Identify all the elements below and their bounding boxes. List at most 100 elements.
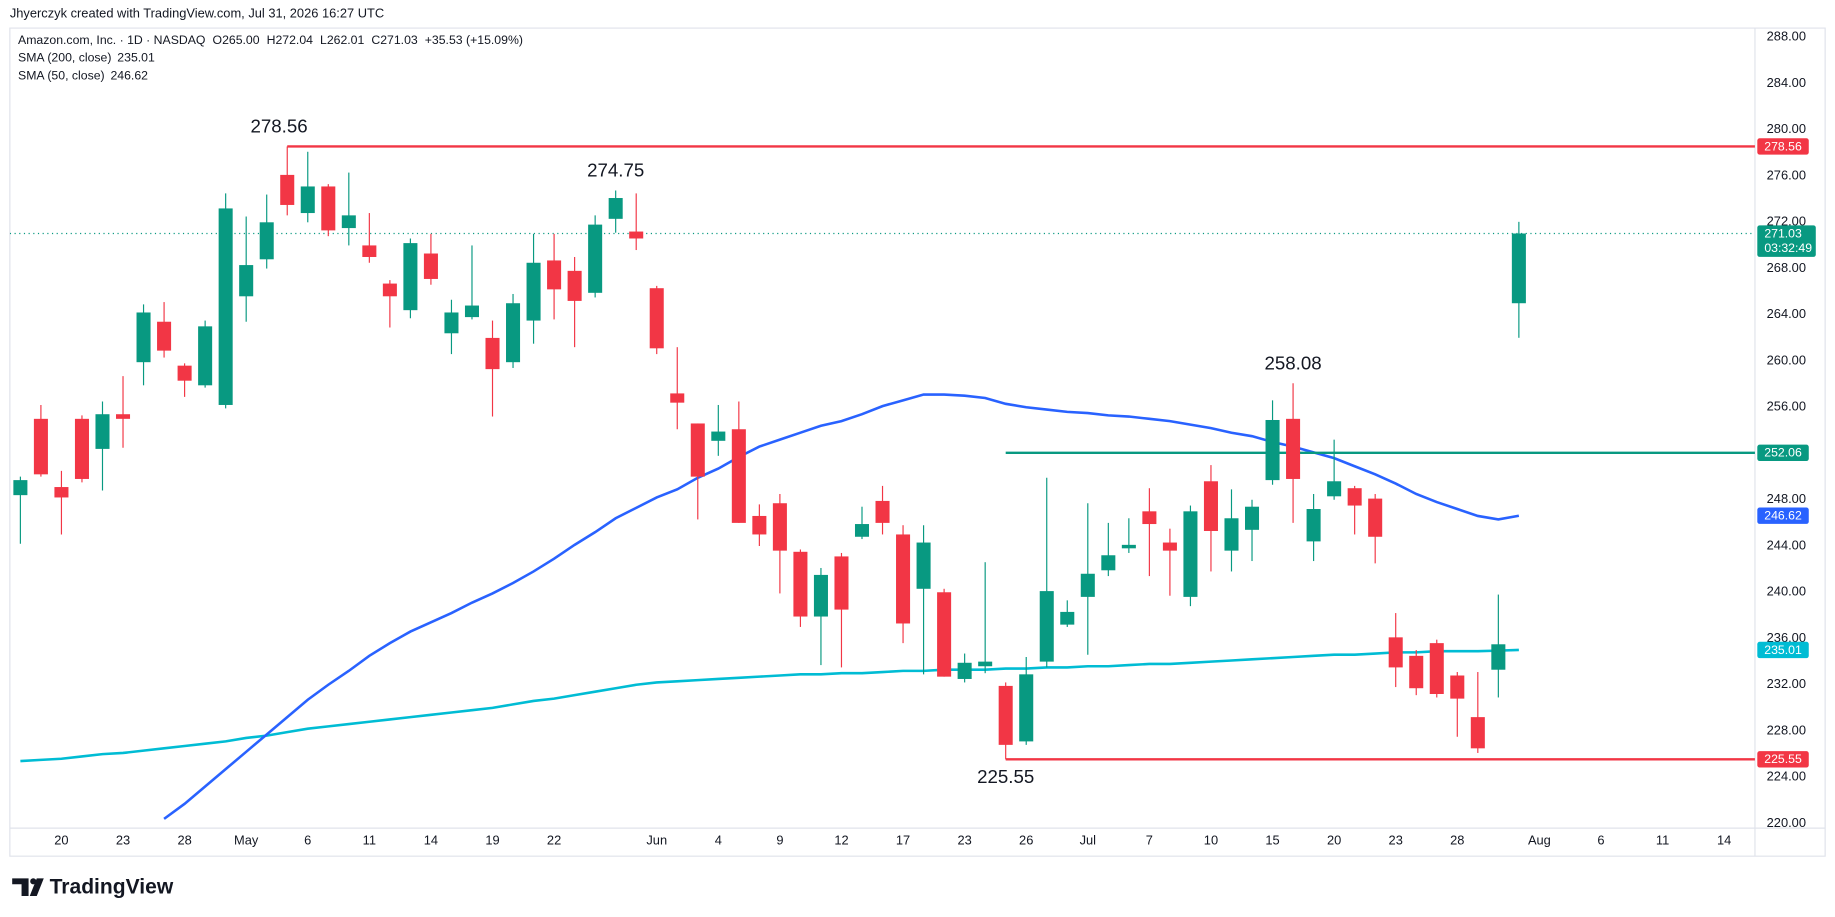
level-tag — [1757, 444, 1809, 462]
candle-body — [690, 423, 705, 477]
level-tag-text: 252.06 — [1764, 446, 1802, 460]
credit: Jhyerczyk created with TradingView.com, … — [10, 5, 384, 20]
candle-body — [403, 243, 418, 311]
x-tick-label: 7 — [1146, 832, 1153, 847]
legend-ohlc-value: 262.01 — [327, 33, 365, 47]
candle-body — [300, 186, 315, 214]
candle-body — [1060, 611, 1075, 625]
candle-body — [485, 337, 500, 370]
candle-body — [464, 305, 480, 318]
y-tick-label: 288.00 — [1767, 29, 1806, 44]
peak-label: 274.75 — [587, 160, 644, 181]
candle-body — [649, 288, 664, 349]
y-tick-label: 224.00 — [1767, 769, 1806, 784]
tradingview-logo — [12, 878, 44, 896]
y-tick-label: 256.00 — [1767, 399, 1806, 414]
x-tick-label: 14 — [424, 832, 438, 847]
y-tick-label: 228.00 — [1767, 722, 1806, 737]
x-tick-label: 23 — [1389, 832, 1403, 847]
legend-symbol: Amazon.com, Inc. · 1D · NASDAQ — [18, 33, 205, 47]
x-tick-label: Jun — [646, 832, 667, 847]
sma-tag-text: 246.62 — [1764, 509, 1802, 523]
y-tick-label: 240.00 — [1767, 584, 1806, 599]
candle-body — [218, 208, 233, 405]
candle-body — [1327, 481, 1342, 497]
candle-body — [608, 198, 623, 219]
candle-body — [896, 534, 911, 624]
sma-tag-text: 235.01 — [1764, 643, 1802, 657]
x-tick-label: 10 — [1204, 832, 1218, 847]
candle-body — [1286, 418, 1301, 479]
brand: TradingView — [50, 875, 174, 898]
y-tick-label: 232.00 — [1767, 676, 1806, 691]
price-tag — [1757, 225, 1816, 257]
sma-line — [20, 648, 1519, 763]
legend-ohlc-value: 271.03 — [380, 33, 418, 47]
y-tick-label: 260.00 — [1767, 352, 1806, 367]
candle-body — [1306, 509, 1321, 542]
candle-body — [116, 414, 131, 419]
candle-body — [259, 222, 274, 260]
chart-frame — [9, 27, 1826, 857]
legend-ohlc-label: O — [213, 33, 223, 47]
y-tick-label: 284.00 — [1767, 75, 1806, 90]
x-tick-label: 26 — [1019, 832, 1033, 847]
level-tag — [1757, 751, 1809, 768]
candle-body — [54, 487, 69, 498]
x-tick-label: 22 — [547, 832, 561, 847]
y-tick-label: 264.00 — [1767, 306, 1806, 321]
candle-body — [916, 542, 931, 589]
candle-body — [1203, 481, 1218, 531]
price-tag-text: 271.03 — [1764, 226, 1802, 240]
candle-body — [526, 262, 541, 321]
candle-body — [793, 551, 808, 617]
x-tick-label: 28 — [177, 832, 191, 847]
candle-body — [1491, 644, 1506, 670]
x-tick-label: 17 — [896, 832, 910, 847]
candle-body — [239, 265, 254, 297]
candle-body — [752, 515, 767, 535]
legend-change: +35.53 (+15.09%) — [425, 33, 523, 47]
x-tick-label: 11 — [1656, 832, 1669, 847]
candle-body — [321, 186, 336, 231]
x-tick-label: 15 — [1265, 832, 1279, 847]
legend-ohlc-value: 272.04 — [275, 33, 313, 47]
candle-body — [1388, 637, 1403, 668]
candle-body — [567, 270, 582, 301]
candle-body — [978, 661, 993, 667]
x-tick-label: Jul — [1080, 832, 1096, 847]
legend-series-value: 235.01 — [117, 51, 155, 65]
candle-body — [1224, 518, 1239, 551]
peak-label: 278.56 — [250, 116, 307, 137]
x-tick-label: May — [234, 832, 259, 847]
candle-body — [1245, 506, 1260, 530]
candle-body — [629, 231, 644, 239]
level-tag-text: 278.56 — [1764, 139, 1802, 153]
candle-body — [1429, 643, 1444, 694]
x-tick-label: 28 — [1450, 832, 1464, 847]
candle-body — [74, 418, 89, 479]
legend-series-name: SMA (200, close) — [18, 51, 111, 65]
candle-body — [1101, 555, 1116, 571]
legend-ohlc-value: 265.00 — [222, 33, 260, 47]
candle-body — [423, 253, 438, 279]
candle-body — [1470, 717, 1485, 749]
x-tick-label: 23 — [957, 832, 971, 847]
candle-body — [547, 260, 562, 290]
candle-body — [834, 556, 849, 610]
x-tick-label: 20 — [1327, 832, 1341, 847]
candle-body — [731, 429, 746, 523]
candle-body — [1142, 511, 1157, 525]
candle-body — [1409, 655, 1424, 689]
candle-body — [1368, 498, 1383, 537]
y-tick-label: 268.00 — [1767, 260, 1806, 275]
candle-body — [33, 418, 48, 475]
x-tick-label: 6 — [304, 832, 311, 847]
candle-body — [136, 312, 151, 363]
candle-body — [1450, 675, 1465, 699]
candle-body — [937, 592, 952, 677]
y-tick-label: 244.00 — [1767, 537, 1806, 552]
candle-body — [1511, 233, 1526, 304]
sma-tag — [1757, 507, 1809, 524]
